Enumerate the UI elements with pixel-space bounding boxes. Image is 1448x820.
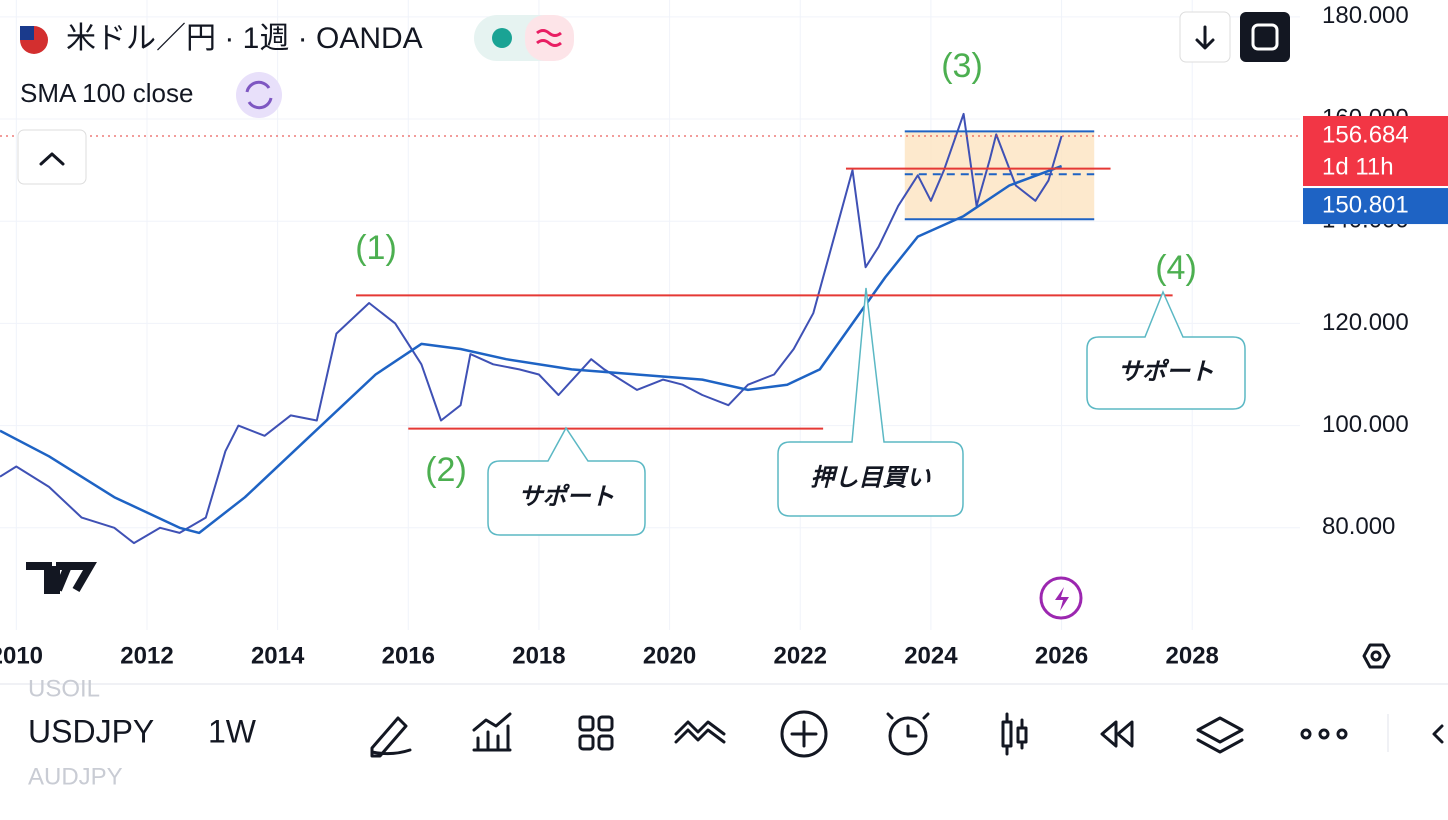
x-tick-label: 2014: [251, 642, 305, 669]
x-tick-label: 2028: [1166, 642, 1219, 669]
last-price-label: 156.684: [1322, 121, 1409, 148]
x-tick-label: 2022: [774, 642, 827, 669]
collapse-button[interactable]: [17, 129, 87, 185]
range-box: [904, 131, 1095, 220]
wave-label: (2): [425, 451, 467, 489]
y-tick-label: 80.000: [1322, 513, 1395, 540]
indicators-tool[interactable]: [472, 712, 512, 752]
flash-icon: [1055, 587, 1069, 611]
toolbar-interval[interactable]: 1W: [208, 713, 257, 749]
callout-box: [1086, 290, 1246, 410]
plot-area: 2010 2012 2014 2016 2018 2020 2022 2024 2026 2028…: [0, 0, 1409, 669]
flag-icon-part: [20, 26, 34, 40]
more-tool[interactable]: [1300, 728, 1348, 740]
fullscreen-icon: [1251, 23, 1279, 51]
toolbar-symbol[interactable]: USDJPY: [28, 713, 154, 749]
refresh-icon: [245, 80, 273, 110]
alert-tool[interactable]: [886, 712, 930, 756]
y-tick-label: 120.000: [1322, 309, 1409, 336]
chevron-up-icon: [39, 152, 65, 166]
price-line: [0, 112, 1063, 545]
settings-icon-center: [1370, 650, 1382, 662]
fullscreen-button[interactable]: [1240, 12, 1290, 62]
countdown-label: 1d 11h: [1322, 153, 1394, 180]
overlay: 米ドル／円 · 1週 · OANDA SMA 100 close USOIL U…: [0, 11, 1448, 790]
sma-value-tag: [1303, 188, 1448, 225]
layouts-tool[interactable]: [578, 715, 614, 751]
x-tick-label: 2020: [643, 642, 696, 669]
add-tool[interactable]: [780, 710, 828, 758]
replay-tool[interactable]: [1100, 720, 1134, 748]
x-tick-label: 2024: [904, 642, 958, 669]
callout-box: [777, 287, 964, 517]
x-tick-label: 2026: [1035, 642, 1088, 669]
chart-type-tool[interactable]: [1001, 712, 1028, 756]
wave-label: (1): [355, 229, 397, 267]
compare-tool[interactable]: [674, 720, 726, 744]
symbol-prev[interactable]: USOIL: [28, 675, 100, 702]
tv-logo: [26, 562, 97, 594]
x-tick-label: 2010: [0, 642, 43, 669]
back-arrow[interactable]: [1432, 724, 1444, 744]
settings-icon[interactable]: [1362, 643, 1391, 669]
indicator-label[interactable]: SMA 100 close: [20, 78, 193, 108]
arrow-down-icon: [1195, 25, 1215, 50]
callout-text: サポート: [519, 483, 615, 510]
sma-line: [0, 164, 1063, 535]
data-delay-icon: [536, 29, 562, 47]
wave-label: (4): [1155, 249, 1197, 287]
x-tick-label: 2016: [382, 642, 435, 669]
x-tick-label: 2012: [120, 642, 173, 669]
wave-label: (3): [941, 47, 983, 85]
sma-value-label: 150.801: [1322, 191, 1409, 218]
x-tick-label: 2018: [512, 642, 565, 669]
draw-tool[interactable]: [370, 716, 412, 758]
layers-tool[interactable]: [1196, 716, 1244, 754]
y-tick-label: 180.000: [1322, 2, 1409, 29]
y-tick-label: 100.000: [1322, 411, 1409, 438]
callout-box: [487, 426, 646, 536]
last-price-tag: [1303, 115, 1448, 186]
symbol-title[interactable]: 米ドル／円 · 1週 · OANDA: [66, 22, 423, 55]
callout-text: 押し目買い: [811, 464, 932, 491]
indicator-button[interactable]: [236, 72, 282, 118]
callout-text: サポート: [1118, 358, 1214, 385]
status-pill-right[interactable]: [525, 15, 574, 61]
market-open-dot: [492, 28, 512, 48]
symbol-next[interactable]: AUDJPY: [28, 763, 123, 790]
